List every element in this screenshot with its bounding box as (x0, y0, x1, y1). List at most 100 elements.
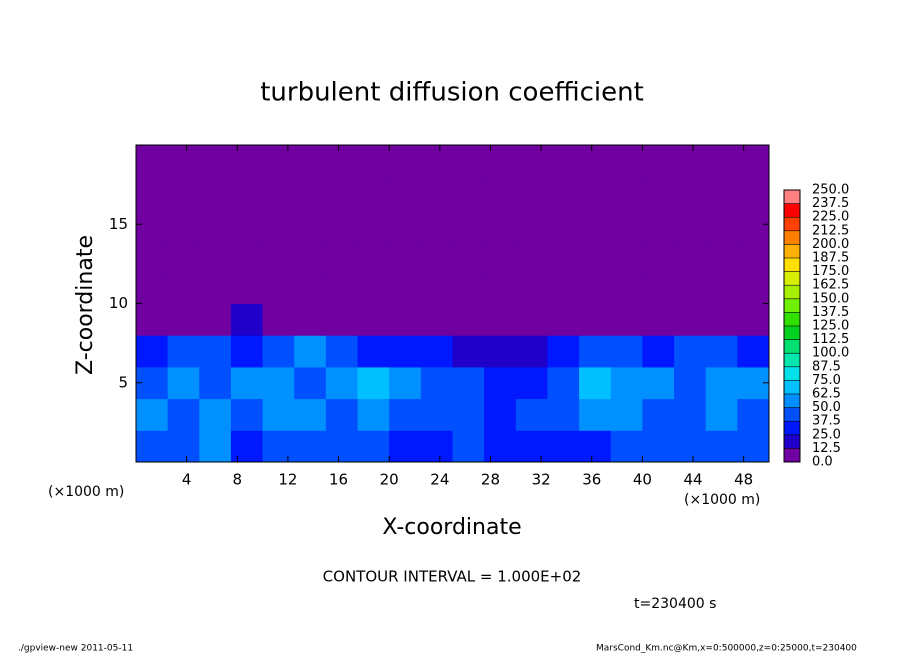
heat-cell (199, 366, 232, 400)
heat-cell (199, 335, 232, 368)
colorbar-label: 187.5 (812, 251, 849, 266)
heat-cell (230, 240, 264, 273)
heat-cell (452, 145, 485, 178)
heat-cell (705, 208, 738, 241)
heat-cell (357, 271, 390, 304)
colorbar-band (784, 285, 800, 299)
heat-cell (642, 430, 675, 463)
heat-cell (610, 240, 643, 273)
colorbar-label: 175.0 (812, 264, 849, 279)
heat-cell (294, 271, 327, 304)
heat-cell (262, 271, 295, 304)
colorbar-label: 100.0 (812, 346, 849, 361)
heat-cell (262, 303, 295, 336)
heat-cell (737, 240, 770, 273)
heat-cell (705, 335, 738, 368)
heat-cell (452, 366, 485, 400)
heat-cell (515, 335, 548, 368)
heat-cell (547, 303, 580, 336)
heat-cell (674, 430, 707, 463)
colorbar-band (784, 353, 800, 367)
heat-cell (547, 430, 580, 463)
colorbar-band (784, 434, 800, 449)
colorbar-label: 212.5 (812, 223, 849, 238)
heat-cell (547, 366, 580, 400)
x-axis-label: X-coordinate (382, 515, 521, 540)
heat-cell (325, 176, 359, 209)
heat-cell (452, 176, 485, 209)
colorbar-label: 112.5 (812, 332, 849, 347)
heat-cell (230, 303, 264, 336)
heat-cell (199, 303, 232, 336)
heat-cell (199, 240, 232, 273)
colorbar-band (784, 217, 800, 231)
x-tick-label: 16 (329, 471, 348, 489)
x-tick-label: 40 (633, 471, 652, 489)
heat-cell (357, 145, 390, 178)
heat-cell (262, 430, 295, 463)
colorbar-band (784, 394, 800, 408)
y-tick-label: 10 (109, 294, 128, 312)
colorbar-band (784, 298, 800, 313)
heat-cell (642, 335, 675, 368)
x-tick-label: 20 (380, 471, 399, 489)
heat-cell (325, 398, 359, 431)
heat-cell (420, 366, 453, 400)
heat-cell (674, 240, 707, 273)
colorbar-band (784, 339, 800, 354)
heat-cell (262, 208, 295, 241)
heat-cell (610, 208, 643, 241)
x-tick-label: 8 (233, 471, 243, 489)
contour-interval: CONTOUR INTERVAL = 1.000E+02 (323, 568, 582, 586)
heat-cell (230, 271, 264, 304)
heat-cell (484, 145, 517, 178)
unit-label: (×1000 m) (48, 484, 124, 500)
heat-cell (167, 335, 200, 368)
colorbar-label: 37.5 (812, 414, 841, 429)
heat-cell (452, 240, 485, 273)
heat-cell (230, 145, 264, 178)
heat-cell (325, 145, 359, 178)
x-tick-label: 12 (278, 471, 297, 489)
heat-cell (674, 398, 707, 431)
heat-cell (199, 208, 232, 241)
heat-cell (737, 303, 770, 336)
heat-cell (484, 335, 517, 368)
heat-cell (579, 240, 612, 273)
colorbar-label: 137.5 (812, 305, 849, 320)
heat-cell (579, 208, 612, 241)
unit-label: (×1000 m) (684, 492, 760, 508)
heat-cell (325, 271, 359, 304)
heat-cell (674, 366, 707, 400)
heat-cell (674, 271, 707, 304)
heat-cell (579, 145, 612, 178)
heat-cell (579, 335, 612, 368)
heat-cell (547, 145, 580, 178)
heat-cell (547, 398, 580, 431)
y-axis-label: Z-coordinate (73, 235, 98, 375)
footer: ./gpview-new 2011-05-11 (18, 644, 133, 654)
x-tick-label: 48 (734, 471, 753, 489)
x-tick-label: 36 (582, 471, 601, 489)
x-tick-label: 44 (683, 471, 702, 489)
heat-cell (230, 430, 264, 463)
heat-cell (705, 398, 738, 431)
heat-cell (705, 430, 738, 463)
colorbar-label: 75.0 (812, 373, 841, 388)
colorbar-label: 87.5 (812, 359, 841, 374)
heat-cell (579, 398, 612, 431)
colorbar-band (784, 366, 800, 381)
heat-cell (484, 208, 517, 241)
heat-cell (547, 335, 580, 368)
heat-cell (705, 271, 738, 304)
heat-cell (357, 366, 390, 400)
heat-cell (230, 176, 264, 209)
heat-cell (484, 240, 517, 273)
colorbar-label: 150.0 (812, 291, 849, 306)
heat-cell (737, 176, 770, 209)
heat-cell (452, 335, 485, 368)
heat-cell (262, 176, 295, 209)
heat-cell (547, 176, 580, 209)
heat-cell (325, 303, 359, 336)
